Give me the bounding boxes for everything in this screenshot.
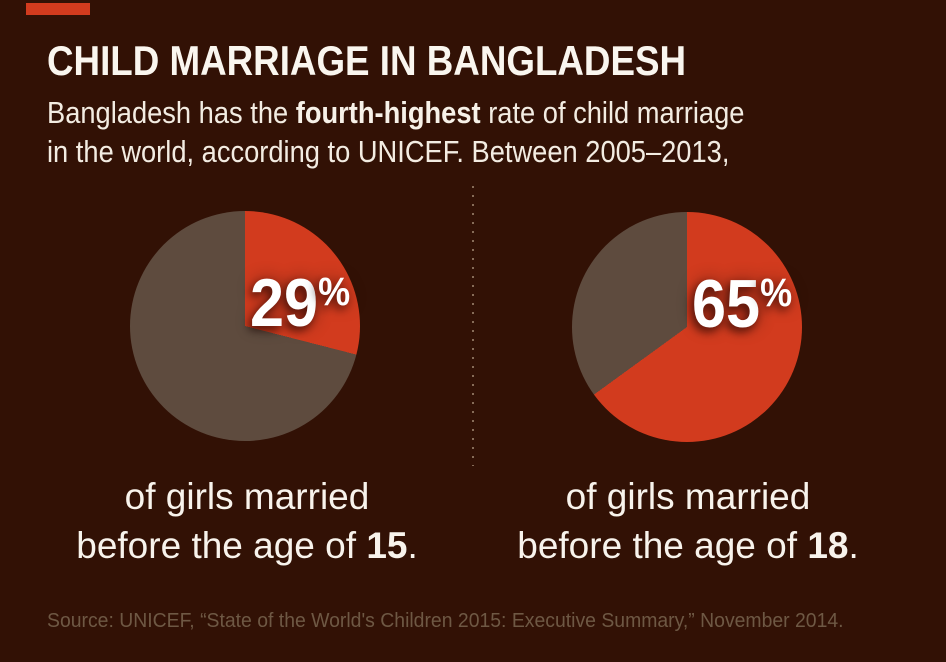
top-accent-bar [26,3,90,15]
caption-right: of girls married before the age of 18. [468,472,908,570]
subtitle-line1: Bangladesh has the fourth-highest rate o… [47,93,744,132]
caption-right-line2-pre: before the age of [517,525,808,566]
source-citation: Source: UNICEF, “State of the World's Ch… [47,610,844,632]
pie-right-percent-label: 65 % [692,270,792,338]
pie-chart-married-before-15: 29 % [130,211,360,441]
caption-left-line2-pre: before the age of [76,525,367,566]
pie-left-percent-label: 29 % [250,269,350,337]
caption-left: of girls married before the age of 15. [27,472,467,570]
subtitle-line2: in the world, according to UNICEF. Betwe… [47,134,730,169]
caption-left-age: 15 [366,525,408,566]
pie-chart-married-before-18: 65 % [572,212,802,442]
dotted-divider [472,186,474,466]
subtitle-line1-pre: Bangladesh has the [47,95,296,130]
pie-right-percent-value: 65 [692,266,761,342]
subtitle-line1-post: rate of child marriage [480,95,745,130]
pie-left-percent-sign: % [318,270,351,314]
page-title: CHILD MARRIAGE IN BANGLADESH [47,37,687,84]
caption-left-period: . [407,525,418,566]
subtitle: Bangladesh has the fourth-highest rate o… [47,93,744,171]
caption-right-age: 18 [807,525,849,566]
caption-right-period: . [848,525,859,566]
pie-right-percent-sign: % [760,271,793,315]
caption-right-line1: of girls married [565,476,811,517]
caption-right-line2: before the age of 18. [468,521,908,570]
caption-left-line1: of girls married [124,476,370,517]
subtitle-line1-bold: fourth-highest [295,95,481,130]
caption-left-line2: before the age of 15. [27,521,467,570]
pie-left-percent-value: 29 [250,265,319,341]
